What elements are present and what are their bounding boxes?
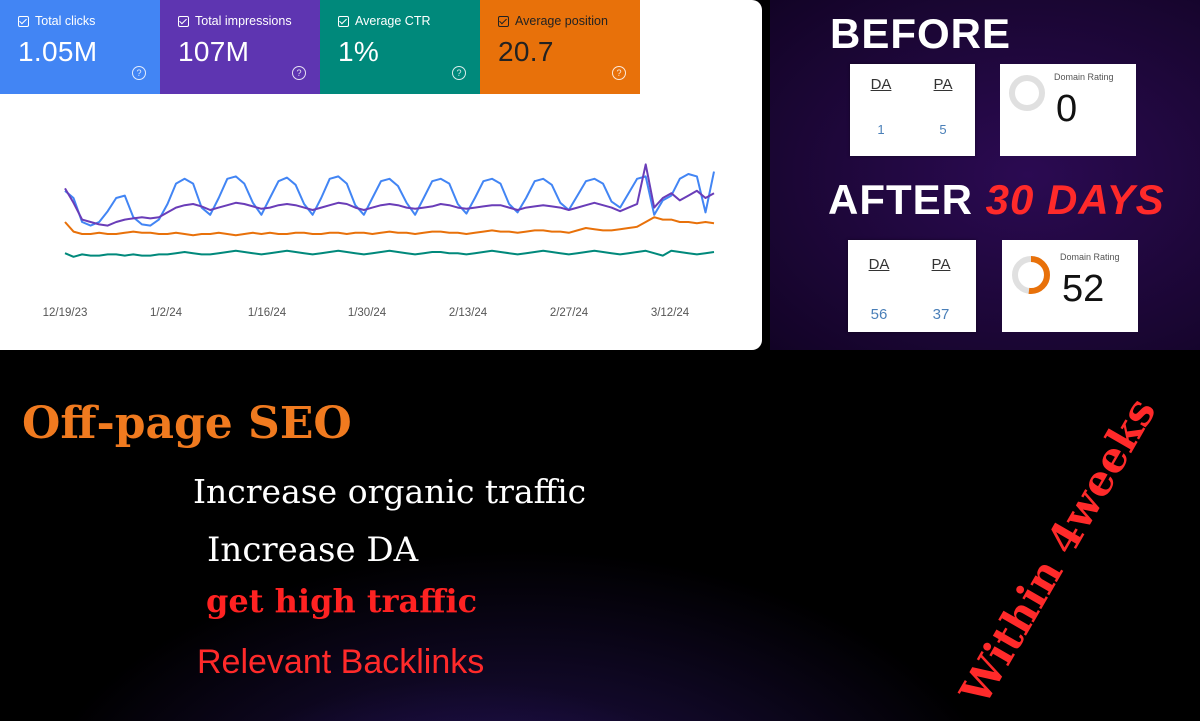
checkbox-icon[interactable] (498, 15, 509, 27)
domain-rating-value: 52 (1062, 268, 1105, 310)
metric-label: Total clicks (35, 14, 96, 28)
before-da-pa-table: DA PA 1 5 (850, 64, 975, 156)
x-tick-label: 1/30/24 (347, 307, 387, 319)
metric-average-ctr[interactable]: Average CTR 1% ? (320, 0, 480, 94)
banner-line-organic-traffic: Increase organic traffic (193, 472, 587, 511)
chart-series-line-3 (64, 249, 715, 258)
da-label: DA (868, 256, 890, 273)
search-console-panel: Total clicks 1.05M ? Total impressions 1… (0, 0, 762, 350)
x-tick-label: 1/2/24 (150, 307, 182, 319)
chart-series-line-0 (64, 171, 715, 227)
domain-rating-gauge-fill (1012, 256, 1050, 294)
x-tick-label: 1/16/24 (247, 307, 287, 319)
help-icon[interactable]: ? (132, 66, 146, 80)
da-value: 1 (877, 122, 885, 137)
after-domain-rating-card: Domain Rating 52 (1002, 240, 1138, 332)
banner-title: Off-page SEO (22, 398, 352, 449)
metric-average-position[interactable]: Average position 20.7 ? (480, 0, 640, 94)
metric-label: Total impressions (195, 14, 292, 28)
before-domain-rating-card: Domain Rating 0 (1000, 64, 1136, 156)
domain-rating-gauge-icon (1009, 75, 1045, 111)
metric-value: 1% (338, 36, 380, 67)
help-icon[interactable]: ? (292, 66, 306, 80)
help-icon[interactable]: ? (452, 66, 466, 80)
metric-value: 107M (178, 36, 250, 67)
after-heading: AFTER 30 DAYS (828, 176, 1165, 224)
before-heading: BEFORE (830, 10, 1012, 57)
before-after-panel: BEFORE DA PA 1 5 Domain Rating 0 AFTER 3… (770, 0, 1200, 350)
metric-total-clicks[interactable]: Total clicks 1.05M ? (0, 0, 160, 94)
metric-label: Average CTR (355, 14, 431, 28)
chart-series-line-1 (64, 163, 715, 227)
banner-line-backlinks: Relevant Backlinks (197, 643, 485, 681)
checkbox-icon[interactable] (338, 15, 349, 27)
x-tick-label: 3/12/24 (650, 307, 690, 319)
domain-rating-label: Domain Rating (1054, 72, 1114, 82)
pa-value: 5 (939, 122, 947, 137)
x-tick-label: 2/27/24 (549, 307, 589, 319)
after-da-pa-table: DA PA 56 37 (848, 240, 976, 332)
metric-value: 20.7 (498, 36, 554, 67)
x-tick-label: 12/19/23 (42, 307, 88, 319)
domain-rating-gauge-icon (1012, 256, 1050, 294)
pa-label: PA (931, 256, 951, 273)
banner-line-high-traffic: get high traffic (206, 582, 478, 620)
x-tick-label: 2/13/24 (448, 307, 488, 319)
da-value: 56 (870, 306, 888, 323)
domain-rating-value: 0 (1056, 88, 1078, 130)
performance-line-chart (64, 163, 715, 258)
metric-total-impressions[interactable]: Total impressions 107M ? (160, 0, 320, 94)
banner-line-increase-da: Increase DA (207, 530, 419, 570)
checkbox-icon[interactable] (18, 15, 29, 27)
after-days-label: 30 DAYS (985, 176, 1165, 223)
help-icon[interactable]: ? (612, 66, 626, 80)
pa-value: 37 (932, 306, 950, 323)
da-label: DA (870, 76, 892, 93)
chart-series-line-2 (64, 216, 715, 237)
checkbox-icon[interactable] (178, 15, 189, 27)
metric-value: 1.05M (18, 36, 98, 67)
metric-label: Average position (515, 14, 608, 28)
domain-rating-label: Domain Rating (1060, 252, 1120, 262)
after-label: AFTER (828, 176, 973, 223)
promo-banner (0, 350, 1200, 721)
pa-label: PA (933, 76, 953, 93)
